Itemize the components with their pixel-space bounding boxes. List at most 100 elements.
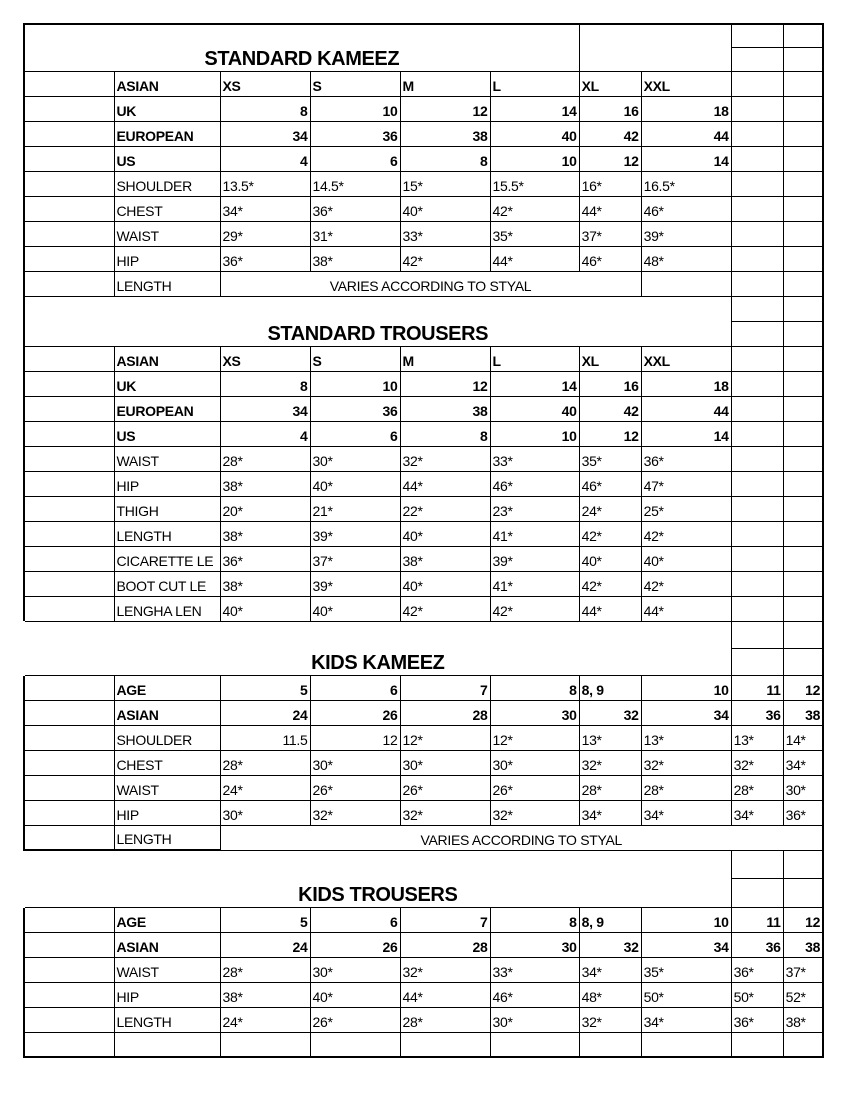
blank-cell	[730, 595, 784, 622]
blank-cell	[23, 470, 115, 497]
blank-cell	[782, 145, 824, 172]
value-cell: 38*	[219, 981, 311, 1008]
value-cell: 28	[399, 699, 491, 726]
value-cell: 14*	[782, 724, 824, 751]
blank-cell	[640, 270, 732, 297]
value-cell: 16*	[578, 170, 642, 197]
blank-cell	[23, 195, 115, 222]
value-cell: 32*	[730, 749, 784, 776]
value-cell: 29*	[219, 220, 311, 247]
table-row: BOOT CUT LE 38* 39* 40* 41* 42* 42*	[23, 570, 824, 597]
value-cell: 10	[489, 420, 580, 447]
value-cell: 12	[578, 420, 642, 447]
table-row: HIP 36* 38* 42* 44* 46* 48*	[23, 245, 824, 272]
blank-cell	[23, 799, 115, 826]
blank-cell	[730, 545, 784, 572]
value-cell: 30*	[399, 749, 491, 776]
value-cell: 15*	[399, 170, 491, 197]
blank-cell	[23, 495, 115, 522]
value-cell: 42*	[399, 245, 491, 272]
blank-cell	[730, 220, 784, 247]
value-cell: 21*	[309, 495, 401, 522]
value-cell: 39*	[309, 570, 401, 597]
value-cell: 26*	[399, 774, 491, 801]
value-cell: XXL	[640, 70, 732, 97]
value-cell: 26	[309, 699, 401, 726]
value-cell: 5	[219, 674, 311, 701]
row-label: AGE	[113, 674, 221, 701]
value-cell: 38*	[219, 470, 311, 497]
value-cell: 38	[399, 120, 491, 147]
value-cell	[219, 1031, 311, 1058]
value-cell: 8	[489, 674, 580, 701]
value-cell: 10	[640, 906, 732, 933]
blank-cell	[23, 824, 115, 851]
value-cell: 18	[640, 370, 732, 397]
value-cell: 32*	[578, 1006, 642, 1033]
value-cell: 10	[640, 674, 732, 701]
blank-cell	[730, 320, 784, 347]
table-row: SHOULDER 13.5* 14.5* 15* 15.5* 16* 16.5*	[23, 170, 824, 197]
kids-trousers-title: KIDS TROUSERS	[22, 849, 732, 908]
table-row: LENGHA LEN 40* 40* 42* 42* 44* 44*	[23, 595, 824, 622]
value-cell	[489, 1031, 580, 1058]
blank-cell	[782, 620, 824, 649]
blank-cell	[730, 23, 784, 48]
value-cell: 42*	[640, 570, 732, 597]
value-cell: 30*	[309, 956, 401, 983]
row-label: HIP	[113, 470, 221, 497]
value-cell: 42	[578, 120, 642, 147]
blank-cell	[782, 46, 824, 72]
table-row: LENGTH VARIES ACCORDING TO STYAL	[23, 824, 824, 851]
blank-cell	[23, 981, 115, 1008]
value-cell: 24	[219, 699, 311, 726]
blank-cell	[782, 849, 824, 879]
table-row: AGE 5 6 7 8 8, 9 10 11 12	[23, 674, 824, 701]
value-cell: 36	[730, 699, 784, 726]
value-cell: 42*	[489, 195, 580, 222]
value-cell: 12*	[489, 724, 580, 751]
value-cell: 31*	[309, 220, 401, 247]
value-cell: 46*	[489, 981, 580, 1008]
row-label: US	[113, 145, 221, 172]
standard-trousers-title: STANDARD TROUSERS	[23, 295, 732, 347]
blank-cell	[23, 595, 115, 622]
blank-cell	[578, 23, 732, 72]
value-cell: 38	[782, 699, 824, 726]
blank-cell	[730, 95, 784, 122]
value-cell: 41*	[489, 520, 580, 547]
value-cell: 16.5*	[640, 170, 732, 197]
table-row: CICARETTE LE 36* 37* 38* 39* 40* 40*	[23, 545, 824, 572]
value-cell: 39*	[640, 220, 732, 247]
value-cell: 26*	[489, 774, 580, 801]
value-cell: 33*	[399, 220, 491, 247]
value-cell: 28*	[399, 1006, 491, 1033]
value-cell: 8	[399, 145, 491, 172]
row-label: ASIAN	[113, 699, 221, 726]
value-cell: 40*	[399, 570, 491, 597]
blank-cell	[782, 120, 824, 147]
value-cell: 10	[489, 145, 580, 172]
blank-cell	[782, 95, 824, 122]
value-cell: 28	[399, 931, 491, 958]
value-cell: 8	[399, 420, 491, 447]
value-cell: M	[399, 70, 491, 97]
blank-cell	[730, 195, 784, 222]
value-cell: 39*	[489, 545, 580, 572]
value-cell: 33*	[489, 445, 580, 472]
value-cell: 44	[640, 120, 732, 147]
value-cell: 35*	[489, 220, 580, 247]
size-chart-sheet: STANDARD KAMEEZ ASIAN XS S M L XL XXL UK 8 10 12 14 1…	[22, 23, 825, 1058]
value-cell: 34*	[730, 799, 784, 826]
value-cell: 14	[640, 145, 732, 172]
value-cell: 26*	[309, 1006, 401, 1033]
row-label: WAIST	[113, 774, 221, 801]
value-cell: 52*	[782, 981, 824, 1008]
row-label: WAIST	[113, 220, 221, 247]
note-cell: VARIES ACCORDING TO STYAL	[219, 824, 824, 851]
blank-cell	[23, 245, 115, 272]
value-cell: 48*	[640, 245, 732, 272]
value-cell: 34	[219, 120, 311, 147]
blank-cell	[23, 1006, 115, 1033]
value-cell: 8, 9	[578, 906, 642, 933]
